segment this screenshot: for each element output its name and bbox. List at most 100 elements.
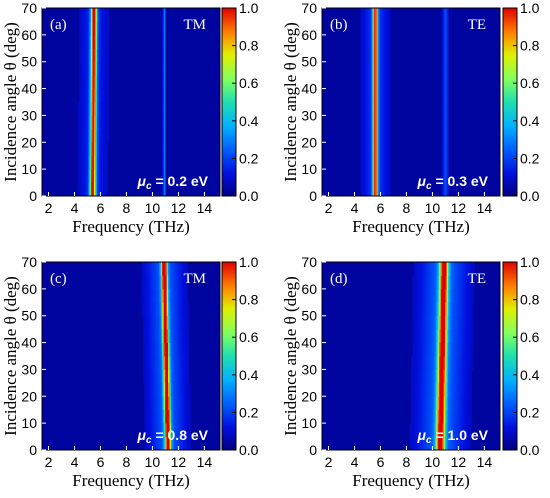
- heat-cell: [456, 423, 459, 437]
- heat-cell: [446, 169, 449, 183]
- heat-cell: [440, 329, 443, 343]
- heat-cell: [443, 182, 446, 197]
- x-axis-label: Frequency (THz): [352, 471, 470, 490]
- heat-cell: [434, 275, 437, 290]
- heat-cell: [154, 342, 157, 357]
- heat-cell: [77, 102, 80, 116]
- heat-cell: [160, 382, 163, 397]
- heat-cell: [464, 329, 467, 343]
- heat-cell: [150, 409, 153, 424]
- heat-cell: [176, 315, 179, 330]
- heat-cell: [419, 262, 422, 276]
- heat-cell: [416, 329, 419, 343]
- heat-cell: [107, 61, 110, 76]
- heat-cell: [95, 88, 98, 103]
- heat-cell: [459, 396, 462, 411]
- heat-cell: [163, 382, 166, 397]
- heat-cell: [461, 329, 464, 343]
- heat-cell: [436, 315, 439, 330]
- heat-cell: [370, 102, 373, 116]
- heat-cell: [181, 262, 184, 276]
- heat-cell: [151, 302, 154, 317]
- heat-cell: [80, 34, 83, 49]
- heat-cell: [421, 369, 424, 384]
- mu-subscript: c: [146, 181, 152, 192]
- heat-cell: [416, 288, 419, 303]
- heat-cell: [385, 61, 388, 76]
- heat-cell: [171, 409, 173, 424]
- heat-cell: [387, 182, 390, 197]
- heat-cell: [424, 342, 427, 357]
- heat-cell: [363, 21, 366, 36]
- heat-cell: [182, 315, 185, 330]
- heat-cell: [442, 396, 445, 411]
- heat-cell: [86, 34, 89, 49]
- heat-cell: [449, 262, 452, 276]
- y-tick-label: 30: [21, 361, 37, 377]
- heat-cell: [456, 356, 459, 370]
- heat-cell: [166, 262, 169, 276]
- heat-cell: [182, 436, 185, 451]
- y-tick-label: 70: [21, 254, 37, 270]
- heat-cell: [412, 423, 415, 437]
- heat-cell: [160, 396, 163, 411]
- heat-cell: [464, 436, 467, 451]
- heat-cell: [430, 423, 433, 437]
- heat-cell: [163, 262, 166, 276]
- heat-cell: [418, 288, 421, 303]
- x-tick-label: 10: [425, 454, 441, 470]
- heat-cell: [175, 423, 178, 437]
- heat-cell: [163, 8, 166, 22]
- heat-cell: [93, 142, 96, 157]
- heat-cell: [144, 342, 147, 357]
- heat-cell: [157, 436, 160, 451]
- heat-cell: [77, 128, 80, 143]
- colorbar-tick-label: 0.2: [520, 150, 540, 166]
- heat-cell: [369, 21, 372, 36]
- heat-cell: [412, 436, 415, 451]
- heat-cell: [416, 275, 419, 290]
- heat-cell: [440, 288, 443, 303]
- heat-cell: [148, 396, 151, 411]
- heat-cell: [176, 288, 179, 303]
- heat-cell: [370, 34, 373, 49]
- heat-cell: [384, 34, 387, 49]
- heat-cell: [448, 329, 450, 343]
- heat-cell: [147, 315, 150, 330]
- heat-cell: [367, 169, 370, 183]
- heat-cell: [451, 369, 453, 384]
- heat-cell: [431, 275, 434, 290]
- x-tick-label: 8: [123, 200, 131, 216]
- heat-cell: [434, 329, 437, 343]
- heat-cell: [455, 275, 458, 290]
- heat-cell: [376, 34, 379, 49]
- heat-cell: [451, 342, 453, 357]
- heat-cell: [105, 102, 108, 116]
- heat-cell: [83, 34, 86, 49]
- x-tick-label: 2: [45, 454, 53, 470]
- heat-cell: [157, 382, 160, 397]
- heat-cell: [443, 302, 446, 317]
- heat-cell: [168, 423, 170, 437]
- heat-cell: [187, 382, 190, 397]
- heat-cell: [442, 128, 445, 143]
- heat-cell: [157, 288, 160, 303]
- x-tick-label: 14: [197, 200, 213, 216]
- panel-label: (d): [330, 271, 348, 287]
- heat-cell: [416, 315, 419, 330]
- heat-cell: [105, 34, 108, 49]
- heat-cell: [174, 436, 176, 451]
- heat-cell: [442, 155, 445, 170]
- heat-cell: [83, 102, 86, 116]
- heat-cell: [369, 169, 372, 183]
- heat-cell: [83, 155, 86, 170]
- heat-cell: [98, 155, 101, 170]
- heat-cell: [169, 356, 172, 370]
- heat-cell: [381, 21, 384, 36]
- heat-cell: [465, 382, 468, 397]
- heat-cell: [144, 369, 147, 384]
- colorbar: 0.00.20.40.60.81.0: [221, 0, 259, 204]
- heat-cell: [378, 8, 381, 22]
- heat-cell: [379, 102, 382, 116]
